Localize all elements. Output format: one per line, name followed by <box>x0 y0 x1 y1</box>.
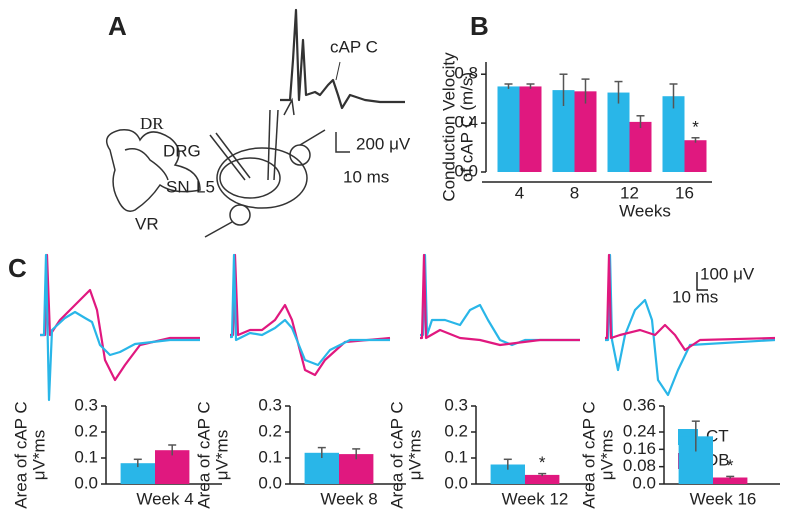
y-tick-label: 0.3 <box>258 395 282 414</box>
y-tick-label: 0.2 <box>258 421 282 440</box>
x-tick-label: 4 <box>515 183 524 202</box>
scale-label: 100 μV <box>700 264 755 283</box>
bar <box>607 92 630 172</box>
y-axis-label: of cAP C (m/s) <box>457 72 476 182</box>
y-tick-label: 0.1 <box>258 447 282 466</box>
panel-label: B <box>470 11 489 41</box>
annotation: * <box>727 456 734 475</box>
y-axis-label: μV*ms <box>212 430 231 480</box>
scale-label: 10 ms <box>672 287 718 306</box>
y-tick-label: 0.0 <box>258 473 282 492</box>
bar <box>525 474 560 484</box>
bar <box>120 463 155 484</box>
y-tick-label: 0.0 <box>74 473 98 492</box>
diagram-label: DRG <box>163 141 201 160</box>
trace-label: cAP C <box>330 37 378 56</box>
y-tick-label: 0.0 <box>632 473 656 492</box>
y-axis-label: Area of cAP C <box>579 401 598 508</box>
x-axis-label: Week 8 <box>320 489 377 508</box>
panel-label: A <box>108 11 127 41</box>
scale-label: 200 μV <box>356 134 411 153</box>
y-tick-label: 0.36 <box>623 395 656 414</box>
diagram-label: SN <box>166 177 190 196</box>
scale-bar <box>335 132 350 153</box>
bar <box>684 140 707 172</box>
x-tick-label: 8 <box>570 183 579 202</box>
panel-label: C <box>8 253 27 283</box>
y-axis-label: Area of cAP C <box>11 401 30 508</box>
y-tick-label: 0.24 <box>623 421 656 440</box>
annotation: * <box>692 117 699 136</box>
bar <box>574 91 597 172</box>
x-tick-label: 16 <box>675 183 694 202</box>
y-axis-label: Area of cAP C <box>194 401 213 508</box>
annotation: * <box>539 453 546 472</box>
bar <box>155 450 190 484</box>
bar <box>497 86 520 172</box>
bar <box>519 86 542 172</box>
bar <box>629 121 652 172</box>
bar <box>490 464 525 484</box>
y-axis-label: μV*ms <box>405 430 424 480</box>
diagram-label: VR <box>135 214 159 233</box>
x-axis-label: Week 16 <box>690 489 757 508</box>
y-tick-label: 0.16 <box>623 439 656 458</box>
y-tick-label: 0.3 <box>74 395 98 414</box>
arrow <box>335 61 341 81</box>
y-axis-label: Area of cAP C <box>387 401 406 508</box>
y-tick-label: 0.8 <box>454 64 478 83</box>
y-tick-label: 0.0 <box>454 161 478 180</box>
y-tick-label: 0.1 <box>444 447 468 466</box>
x-axis-label: Week 12 <box>502 489 569 508</box>
y-tick-label: 0.1 <box>74 447 98 466</box>
y-axis-label: μV*ms <box>29 430 48 480</box>
diagram-label: DR <box>140 114 164 133</box>
bar <box>662 96 685 172</box>
y-axis-label: μV*ms <box>597 430 616 480</box>
y-tick-label: 0.3 <box>444 395 468 414</box>
y-tick-label: 0.4 <box>454 113 478 132</box>
scale-label: 10 ms <box>343 167 389 186</box>
recording-trace <box>280 8 405 110</box>
y-tick-label: 0.08 <box>623 456 656 475</box>
y-axis-label: Conduction Velocity <box>439 52 458 202</box>
y-tick-label: 0.0 <box>444 473 468 492</box>
x-tick-label: 12 <box>620 183 639 202</box>
bar <box>552 90 575 172</box>
y-tick-label: 0.2 <box>74 421 98 440</box>
x-axis-label: Weeks <box>619 201 671 220</box>
x-axis-label: Week 4 <box>136 489 193 508</box>
spinal-diagram <box>105 97 326 238</box>
traces <box>40 253 776 402</box>
bar <box>713 477 748 484</box>
y-tick-label: 0.2 <box>444 421 468 440</box>
diagram-label: L5 <box>196 177 215 196</box>
